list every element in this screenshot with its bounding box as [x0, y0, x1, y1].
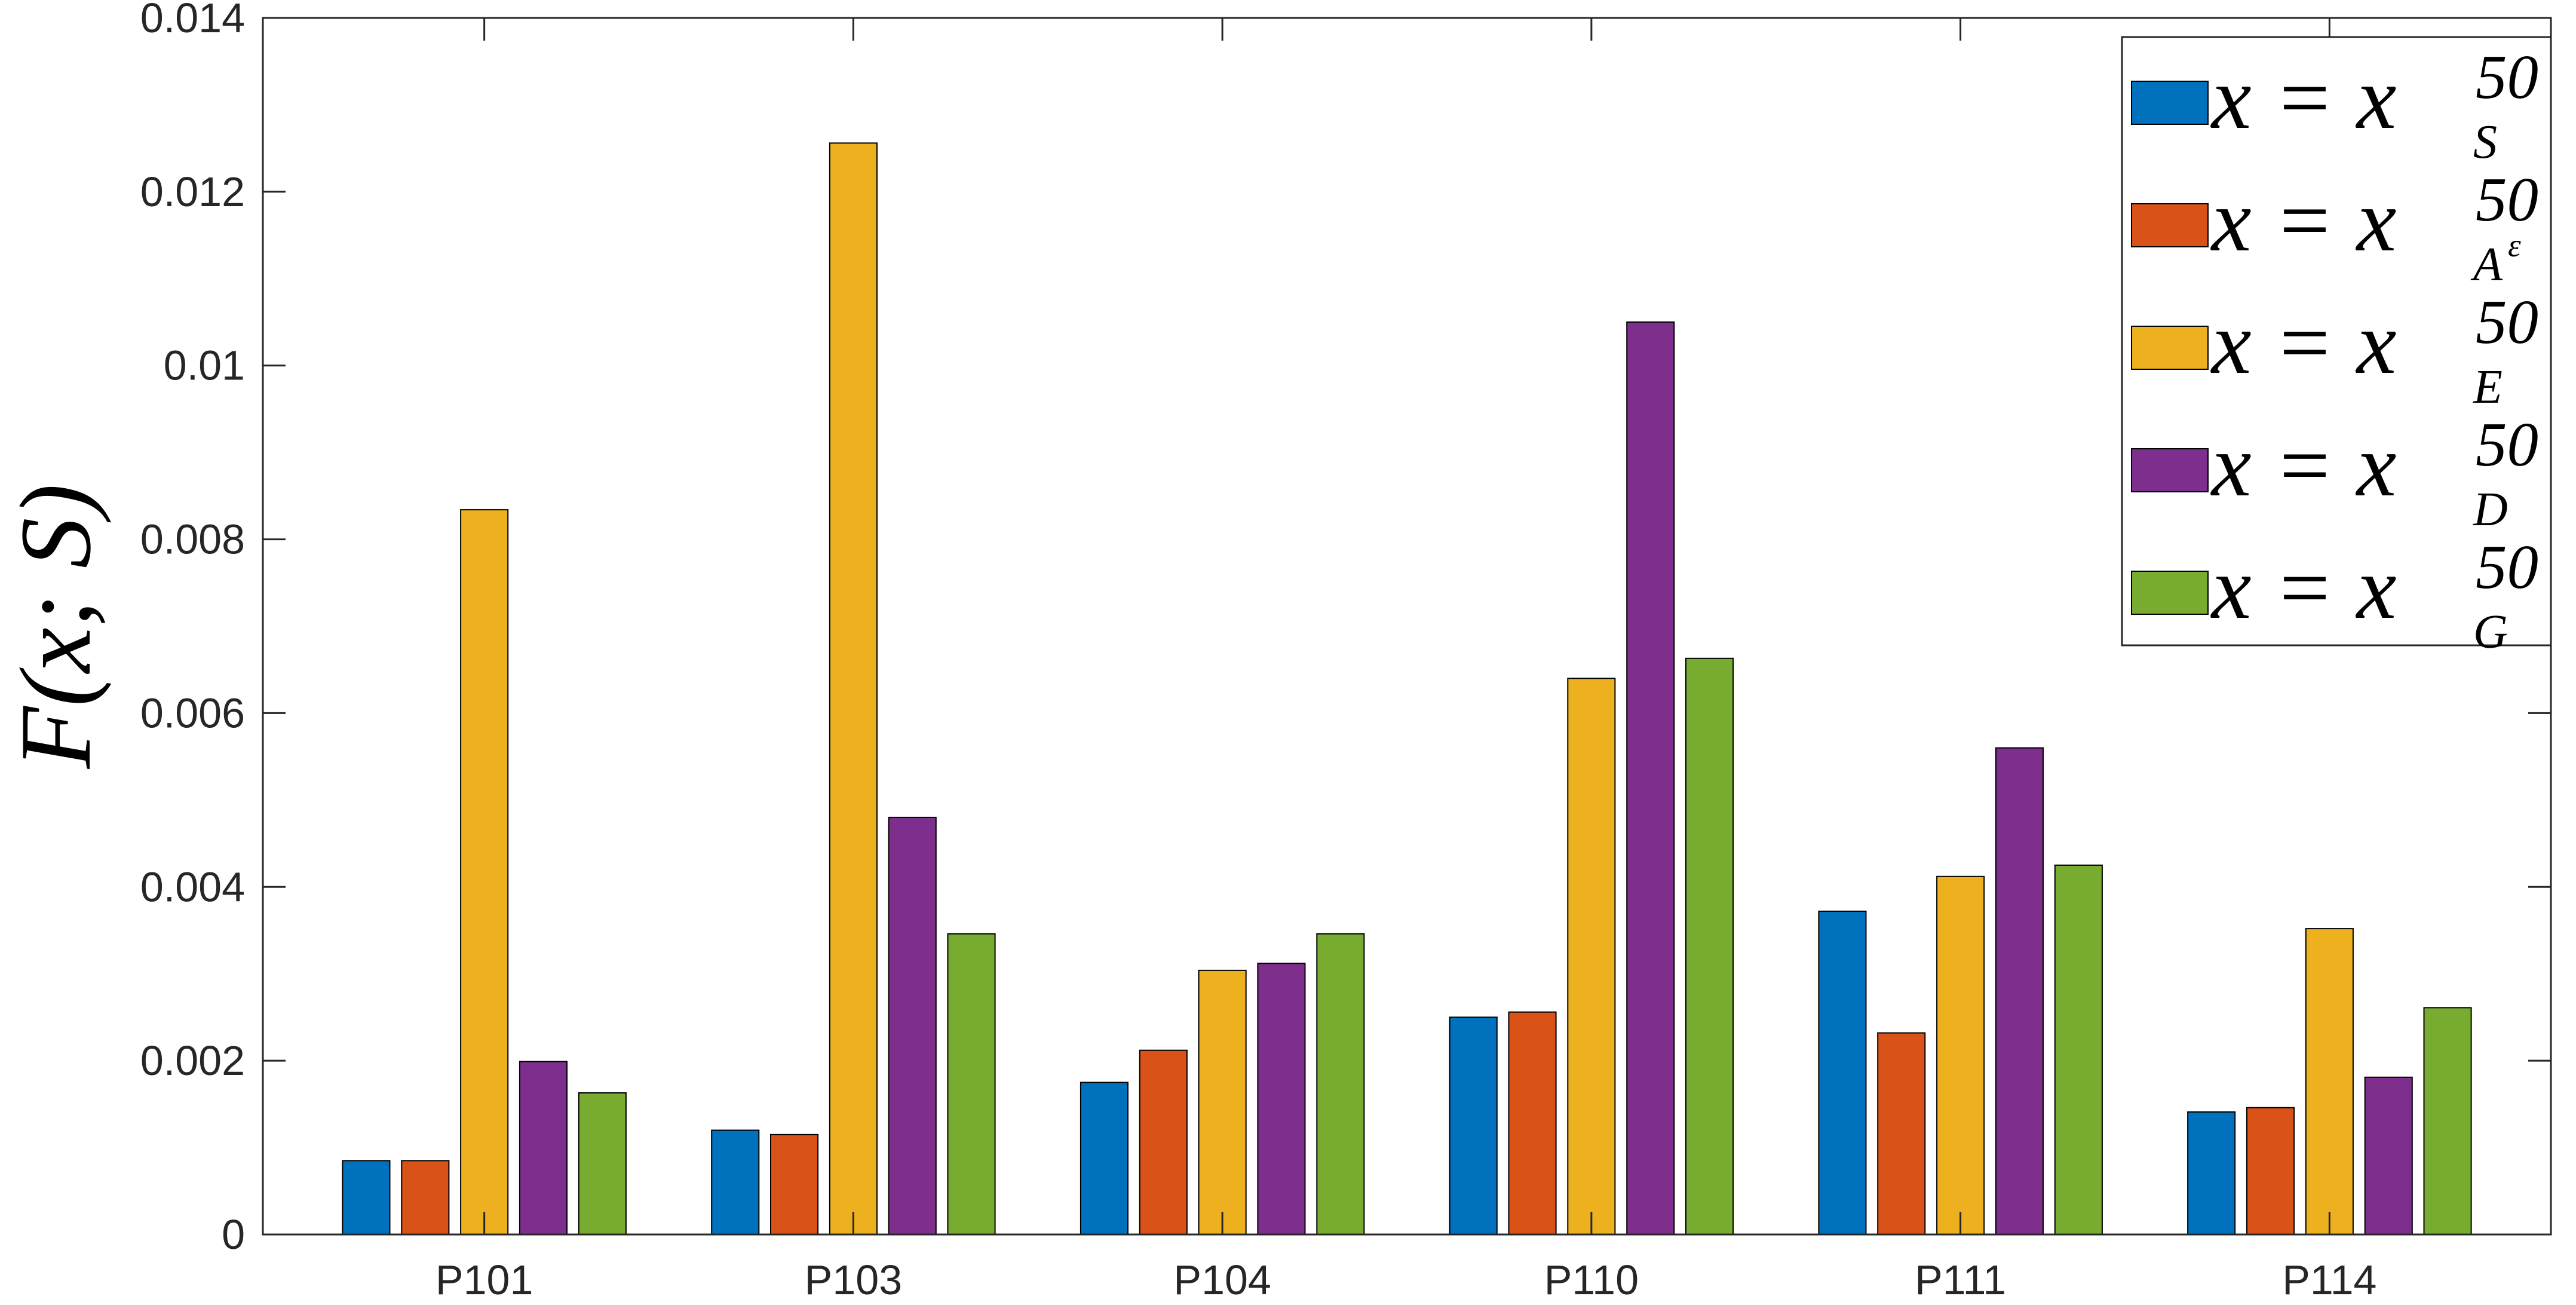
y-tick-label: 0.002: [140, 1037, 245, 1084]
x-tick-label: P103: [805, 1257, 902, 1302]
bar-p103-series-5: [947, 933, 996, 1236]
x-tick-label: P101: [436, 1257, 533, 1302]
legend-label: x = x: [2210, 171, 2396, 270]
bar-p111-series-1: [1818, 911, 1867, 1235]
legend-subscript: G: [2473, 606, 2508, 658]
bar-p104-series-5: [1316, 933, 1365, 1236]
y-tick-label: 0: [222, 1211, 245, 1258]
x-tick-label: P110: [1544, 1257, 1639, 1302]
legend-swatch: [2131, 448, 2209, 492]
bar-p114-series-3: [2305, 928, 2354, 1235]
bar-p101-series-5: [578, 1092, 627, 1235]
y-axis-label: F(x; S): [0, 484, 112, 770]
legend-label: x = x: [2210, 48, 2396, 148]
y-tick-label: 0.006: [140, 690, 245, 736]
bar-p101-series-1: [342, 1160, 391, 1236]
y-tick-label: 0.008: [140, 516, 245, 563]
bar-p101-series-4: [519, 1061, 568, 1235]
legend-swatch: [2131, 81, 2209, 125]
y-tick-label: 0.004: [140, 863, 245, 910]
bar-p103-series-2: [770, 1134, 819, 1236]
legend-swatch: [2131, 571, 2209, 615]
bar-p104-series-2: [1139, 1049, 1188, 1235]
bar-p104-series-1: [1080, 1082, 1129, 1235]
y-axis-label-text: F(x; S): [0, 484, 112, 770]
legend-subscript: S: [2473, 116, 2497, 169]
bar-p101-series-3: [460, 509, 509, 1235]
legend-subscript: A: [2470, 238, 2503, 291]
bar-p114-series-5: [2423, 1007, 2472, 1236]
x-tick-label: P111: [1915, 1257, 2006, 1302]
legend-superscript: 50: [2476, 409, 2538, 479]
y-tick-label: 0.012: [140, 169, 245, 215]
bar-p114-series-4: [2364, 1076, 2413, 1236]
y-ticks: 0 0.002 0.004 0.006 0.008 0.01 0.012 0.014: [140, 0, 2551, 1258]
bar-p110-series-5: [1685, 657, 1734, 1236]
legend-subscript-superscript: ε: [2508, 227, 2521, 264]
bar-p111-series-5: [2054, 864, 2103, 1235]
bar-p103-series-3: [829, 142, 878, 1235]
bar-p104-series-3: [1198, 969, 1247, 1236]
y-tick-label: 0.014: [140, 0, 245, 41]
legend-swatch: [2131, 203, 2209, 247]
bar-p111-series-2: [1877, 1032, 1926, 1235]
bar-p110-series-3: [1567, 678, 1616, 1236]
bar-p110-series-1: [1449, 1016, 1498, 1236]
legend-superscript: 50: [2476, 532, 2538, 602]
legend-label: x = x: [2210, 416, 2396, 515]
bar-p101-series-2: [401, 1160, 450, 1236]
legend-subscript: E: [2473, 361, 2503, 413]
bars-group: [342, 142, 2472, 1236]
legend-label: x = x: [2210, 293, 2396, 393]
bar-p111-series-4: [1995, 747, 2044, 1235]
x-tick-label: P104: [1173, 1257, 1271, 1302]
legend-subscript: D: [2473, 483, 2508, 536]
bar-p114-series-2: [2246, 1107, 2295, 1235]
legend-superscript: 50: [2476, 164, 2538, 234]
x-ticks: P101 P103 P104 P110 P111 P114: [436, 18, 2377, 1303]
bar-p114-series-1: [2187, 1111, 2236, 1236]
bar-p111-series-3: [1936, 875, 1985, 1236]
legend-swatch: [2131, 326, 2209, 370]
bar-p103-series-1: [711, 1129, 760, 1235]
bar-p110-series-4: [1626, 321, 1675, 1235]
bar-p103-series-4: [888, 816, 937, 1235]
bar-p104-series-4: [1257, 963, 1306, 1236]
legend-label: x = x: [2210, 538, 2396, 638]
legend-superscript: 50: [2476, 42, 2538, 112]
legend-superscript: 50: [2476, 287, 2538, 357]
y-tick-label: 0.01: [164, 342, 245, 389]
x-tick-label: P114: [2282, 1257, 2376, 1302]
bar-p110-series-2: [1508, 1011, 1557, 1235]
